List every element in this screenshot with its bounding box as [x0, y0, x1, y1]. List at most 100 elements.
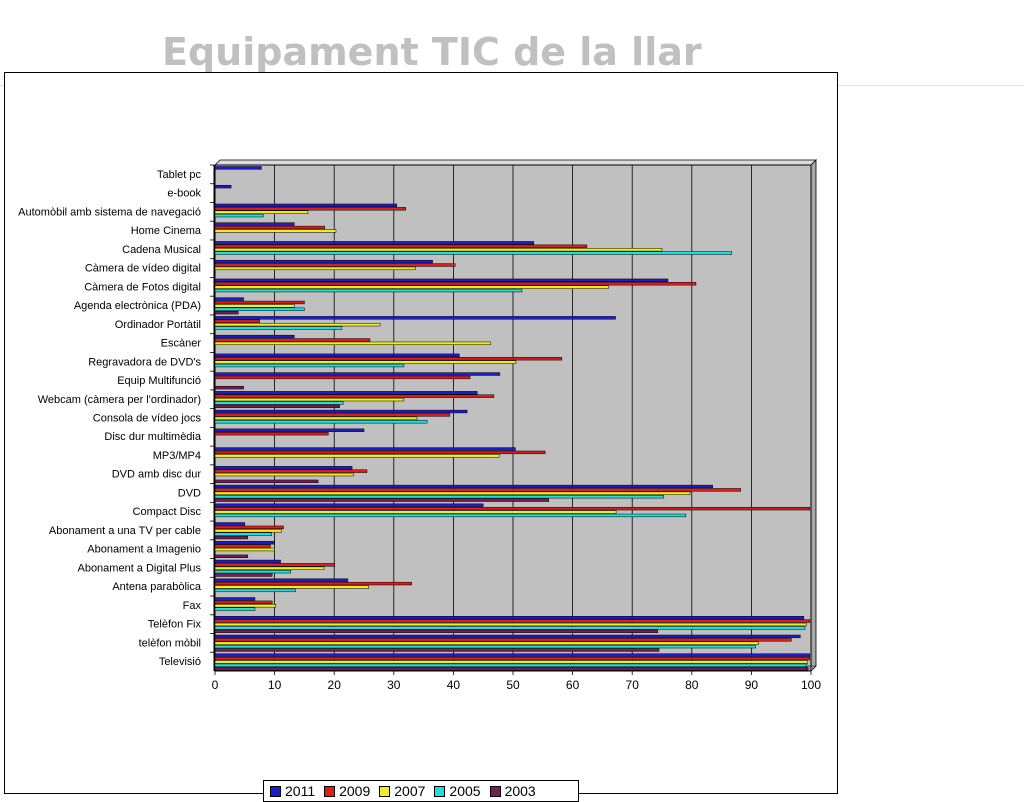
category-label: Antena parabòlica [112, 581, 202, 593]
x-tick-label: 100 [801, 678, 821, 692]
x-tick-label: 10 [268, 678, 282, 692]
bar [214, 304, 295, 308]
bar [214, 432, 329, 436]
bar [214, 166, 262, 170]
bar [214, 222, 295, 226]
bar [214, 616, 805, 620]
bar [214, 578, 349, 582]
bar [214, 667, 809, 671]
category-label: Consola de vídeo jocs [93, 413, 202, 425]
bar [214, 663, 808, 668]
bar [214, 420, 428, 424]
category-label: Cadena Musical [122, 244, 201, 256]
bar [214, 522, 246, 526]
category-label: telèfon mòbil [139, 637, 201, 649]
bar [214, 397, 405, 402]
legend-label: 2003 [504, 783, 536, 799]
bar [214, 394, 495, 398]
bar [214, 450, 546, 455]
legend-item: 2011 [270, 783, 315, 799]
bar [214, 660, 808, 664]
x-tick-label: 90 [745, 678, 759, 692]
legend-label: 2009 [339, 783, 371, 799]
bar [214, 266, 416, 271]
bar [214, 285, 609, 289]
category-label: Abonament a Digital Plus [77, 562, 201, 574]
bar [214, 466, 353, 470]
legend-swatch [270, 785, 281, 797]
bar [214, 401, 344, 405]
bar [214, 626, 806, 630]
bar [214, 498, 550, 502]
bar [214, 213, 264, 218]
category-label: Regravadora de DVD's [88, 356, 201, 368]
bar [214, 638, 792, 642]
bar [214, 300, 305, 305]
bar [214, 597, 256, 601]
category-label: Equip Multifunció [117, 375, 201, 387]
legend-item: 2009 [324, 783, 370, 799]
bar [214, 203, 398, 208]
category-label: Fax [183, 600, 202, 612]
bar [214, 447, 516, 451]
bar [214, 278, 669, 282]
bar [214, 544, 271, 548]
legend-swatch [379, 785, 391, 797]
bar [214, 653, 811, 657]
bar [214, 210, 309, 214]
bar [214, 375, 471, 380]
bar [214, 184, 232, 189]
category-label: Agenda electrònica (PDA) [74, 300, 201, 312]
bar [214, 385, 244, 390]
category-label: Automòbil amb sistema de navegació [18, 206, 201, 218]
bar [214, 360, 517, 364]
category-label: Home Cinema [131, 225, 202, 237]
bar [214, 634, 801, 639]
bar [214, 413, 451, 417]
bar [214, 641, 759, 645]
bar [214, 404, 340, 409]
bar [214, 525, 284, 530]
bar [214, 529, 283, 533]
bar [214, 326, 343, 330]
category-label: e-book [167, 188, 201, 200]
bar [214, 353, 460, 357]
category-label: Ordinador Portàtil [115, 319, 201, 331]
chart-canvas: Tablet pc e-book Automòbil amb sistema de … [18, 159, 821, 692]
bar [214, 600, 273, 604]
bar [214, 454, 500, 458]
x-tick-label: 70 [626, 678, 640, 692]
plot-side-face [810, 159, 817, 672]
bar [214, 581, 412, 586]
bar [214, 535, 249, 540]
legend-item: 2005 [434, 783, 481, 799]
bar [214, 311, 239, 315]
category-label: Abonament a una TV per cable [49, 525, 201, 537]
bar [214, 341, 491, 346]
x-tick-label: 80 [685, 678, 699, 692]
category-label: Abonament a Imagenio [87, 544, 201, 556]
bar [214, 363, 405, 368]
bar [214, 244, 588, 248]
x-tick-label: 0 [212, 678, 219, 692]
bar [214, 251, 732, 255]
bar [214, 372, 501, 376]
bar [214, 532, 272, 536]
bar [214, 297, 244, 301]
bar [214, 570, 291, 574]
bar [214, 585, 370, 589]
bar [214, 241, 535, 245]
bar [214, 248, 663, 252]
category-label: Càmera de vídeo digital [85, 263, 201, 275]
x-tick-label: 40 [447, 678, 461, 692]
bar [214, 479, 319, 484]
bar [214, 644, 756, 649]
x-tick-label: 60 [566, 678, 580, 692]
bar [214, 391, 478, 395]
bar [214, 263, 456, 267]
legend-label: 2011 [285, 783, 316, 799]
bar [214, 656, 811, 661]
bar [214, 566, 325, 570]
bar [214, 416, 418, 420]
bar [214, 563, 336, 567]
